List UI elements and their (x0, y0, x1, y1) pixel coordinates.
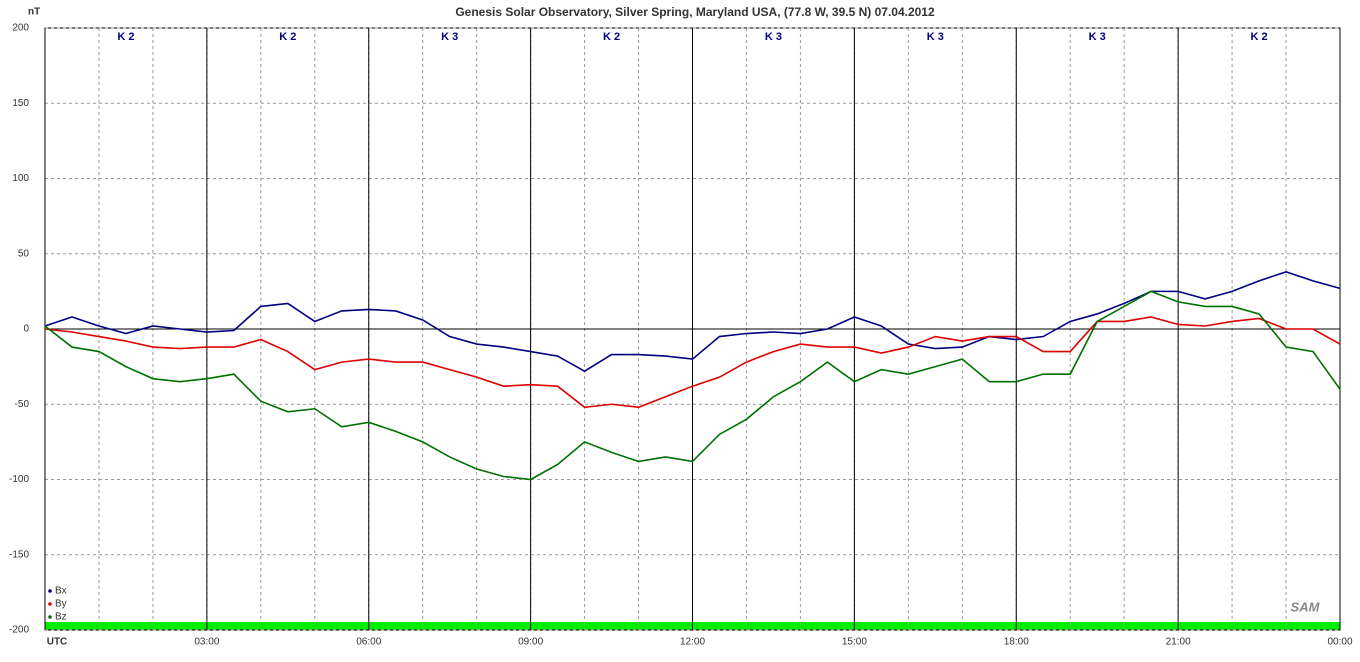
logo: SAM (1291, 599, 1321, 614)
legend-label: By (55, 599, 67, 610)
legend-marker (48, 602, 52, 606)
y-tick-label: 100 (12, 173, 29, 184)
x-tick-label: 21:00 (1166, 637, 1191, 648)
legend-marker (48, 589, 52, 593)
y-tick-label: 150 (12, 98, 29, 109)
x-tick-label: 09:00 (518, 637, 543, 648)
k-index: K 2 (603, 31, 620, 43)
x-tick-label: 15:00 (842, 637, 867, 648)
y-tick-label: -100 (9, 474, 29, 485)
series-line (44, 316, 1341, 409)
y-tick-label: 200 (12, 23, 29, 34)
y-tick-label: 0 (23, 324, 29, 335)
y-tick-label: -200 (9, 625, 29, 636)
y-tick-label: 50 (18, 248, 30, 259)
x-tick-label: 12:00 (680, 637, 705, 648)
k-index: K 2 (279, 31, 296, 43)
legend-label: Bx (55, 586, 67, 597)
k-index: K 3 (765, 31, 782, 43)
x-tick-label: 03:00 (194, 637, 219, 648)
k-index: K 3 (441, 31, 458, 43)
k-index: K 3 (1089, 31, 1106, 43)
k-index: K 3 (927, 31, 944, 43)
k-index: K 2 (117, 31, 134, 43)
legend-label: Bz (55, 612, 67, 623)
x-tick-label: 06:00 (356, 637, 381, 648)
series-line (44, 270, 1341, 373)
legend-marker (48, 615, 52, 619)
chart-title: Genesis Solar Observatory, Silver Spring… (455, 5, 935, 19)
y-axis-label: nT (28, 7, 40, 18)
k-index: K 2 (1251, 31, 1268, 43)
y-tick-label: -150 (9, 549, 29, 560)
x-tick-label: 18:00 (1004, 637, 1029, 648)
series-line (44, 290, 1341, 481)
x-tick-label: UTC (47, 637, 68, 648)
y-tick-label: -50 (15, 399, 30, 410)
x-tick-label: 00:00 (1327, 637, 1352, 648)
